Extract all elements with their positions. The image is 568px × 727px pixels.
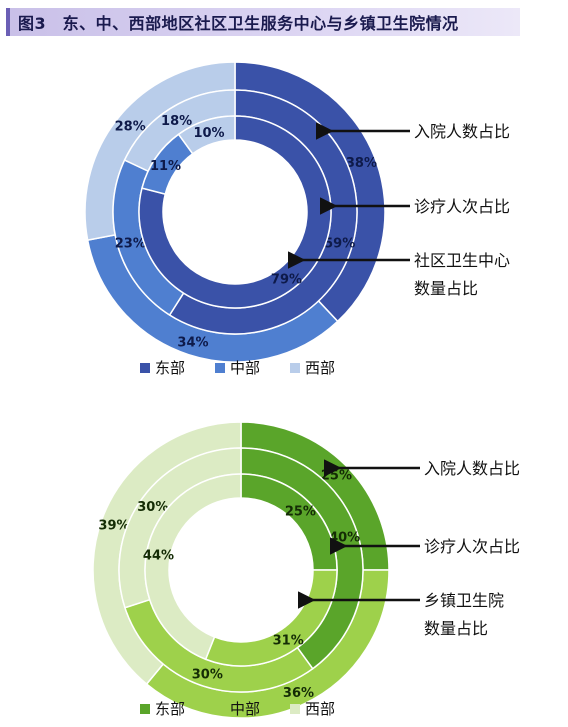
legend-label: 东部 xyxy=(155,359,185,377)
chart-2: 25%36%39%40%30%30% 25%31%44%入院人数占比诊疗人次占比乡… xyxy=(92,421,520,719)
chart-1: 38% 34% 28% 59% 23% 18% 79% 11% 10% 入院人数占比诊疗人次占比社… xyxy=(84,61,510,377)
annotation-label: 乡镇卫生院 xyxy=(424,591,504,610)
data-label: 79% xyxy=(271,272,302,287)
annotation-label: 社区卫生中心 xyxy=(414,251,510,270)
annotation-label: 入院人数占比 xyxy=(424,459,520,478)
legend-swatch xyxy=(215,704,225,714)
donut-segment-西部-社区卫生中心数量占比 xyxy=(177,115,236,155)
data-label: 44% xyxy=(143,548,174,563)
legend-swatch xyxy=(215,363,225,373)
data-label: 38% xyxy=(346,156,377,171)
data-label: 34% xyxy=(177,335,208,350)
legend-swatch xyxy=(140,704,150,714)
legend-label: 西部 xyxy=(305,700,335,718)
data-label: 18% xyxy=(161,114,192,129)
data-label: 36% xyxy=(283,686,314,701)
legend-swatch xyxy=(140,363,150,373)
legend-swatch xyxy=(290,704,300,714)
legend-label: 中部 xyxy=(230,359,260,377)
legend-swatch xyxy=(290,363,300,373)
figure-title: 图3 东、中、西部地区社区卫生服务中心与乡镇卫生院情况 xyxy=(18,14,459,33)
annotation-label: 诊疗人次占比 xyxy=(414,197,510,216)
annotation-label: 数量占比 xyxy=(424,619,488,638)
annotation-label: 入院人数占比 xyxy=(414,122,510,141)
data-label: 30% xyxy=(192,668,223,683)
figure-title-bar: 图3 东、中、西部地区社区卫生服务中心与乡镇卫生院情况 xyxy=(6,8,520,36)
annotation-label: 数量占比 xyxy=(414,279,478,298)
data-label: 23% xyxy=(115,236,146,251)
data-label: 11% xyxy=(150,159,181,174)
data-label: 10% xyxy=(193,126,224,141)
data-label: 28% xyxy=(115,119,146,134)
data-label: 39% xyxy=(98,518,129,533)
donut-segment-西部-乡镇卫生院数量占比 xyxy=(144,473,242,661)
annotation-label: 诊疗人次占比 xyxy=(424,537,520,556)
data-label: 25% xyxy=(285,505,316,520)
data-label: 59% xyxy=(324,236,355,251)
legend-label: 中部 xyxy=(230,700,260,718)
legend-label: 东部 xyxy=(155,700,185,718)
data-label: 31% xyxy=(273,633,304,648)
legend-label: 西部 xyxy=(305,359,335,377)
data-label: 30% xyxy=(137,500,168,515)
